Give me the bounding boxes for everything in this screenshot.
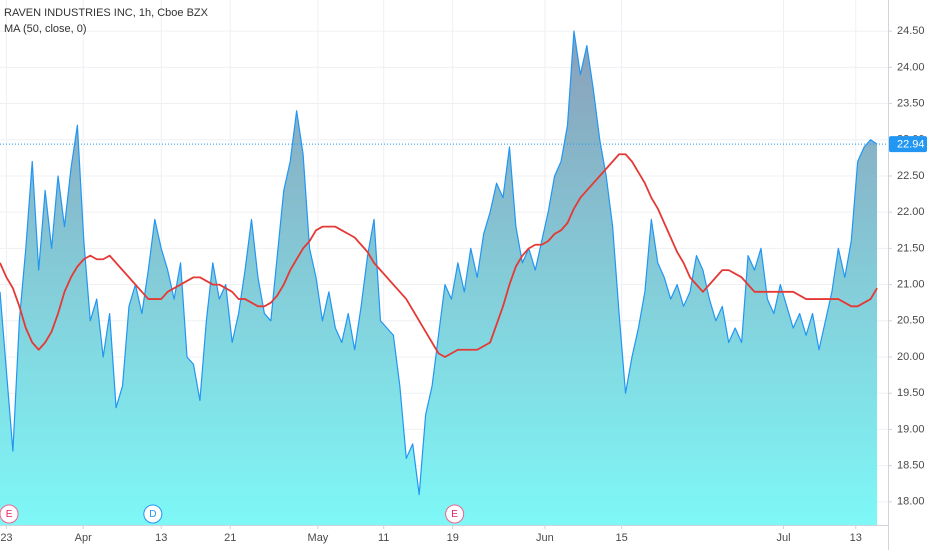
event-marker — [445, 504, 465, 524]
last-price-label: 22.94 — [897, 139, 925, 151]
event-marker — [0, 504, 19, 524]
event-label: E — [451, 509, 458, 520]
y-tick-label: 18.00 — [897, 496, 925, 508]
x-tick-label: 15 — [616, 532, 628, 544]
y-tick-label: 20.00 — [897, 351, 925, 363]
x-tick-label: 23 — [0, 532, 12, 544]
event-label: D — [149, 509, 156, 520]
x-tick-label: Apr — [75, 532, 92, 544]
plot — [0, 30, 888, 525]
x-tick-label: Jun — [536, 532, 554, 544]
event-label: E — [6, 509, 13, 520]
price-line — [0, 30, 878, 496]
y-tick-label: 19.00 — [897, 423, 925, 435]
event-marker — [143, 504, 163, 524]
y-tick-label: 22.50 — [897, 170, 925, 182]
x-tick-label: Jul — [776, 532, 790, 544]
x-tick-label: 13 — [155, 532, 167, 544]
y-tick-label: 23.50 — [897, 97, 925, 109]
y-tick-label: 20.50 — [897, 315, 925, 327]
legend-entry: MA (50, close, 0) — [4, 23, 87, 35]
x-tick-label: 21 — [224, 532, 236, 544]
y-tick-label: 21.00 — [897, 278, 925, 290]
chart-title: RAVEN INDUSTRIES INC, 1h, Cboe BZX — [4, 7, 209, 19]
y-tick-label: 19.50 — [897, 387, 925, 399]
y-tick-label: 21.50 — [897, 242, 925, 254]
y-tick-label: 22.00 — [897, 206, 925, 218]
x-tick-label: May — [308, 532, 329, 544]
x-tick-label: 19 — [447, 532, 459, 544]
y-tick-label: 18.50 — [897, 460, 925, 472]
x-tick-label: 11 — [378, 532, 389, 544]
y-tick-label: 24.50 — [897, 25, 925, 37]
y-tick-label: 24.00 — [897, 61, 925, 73]
last-price-box — [889, 136, 927, 153]
ma-line — [0, 153, 878, 358]
axes: 18.00 18.50 19.00 19.50 20.00 20.50 21.00 21.50… — [0, 25, 927, 544]
x-tick-label: 13 — [850, 532, 862, 544]
area-fill — [0, 31, 878, 525]
